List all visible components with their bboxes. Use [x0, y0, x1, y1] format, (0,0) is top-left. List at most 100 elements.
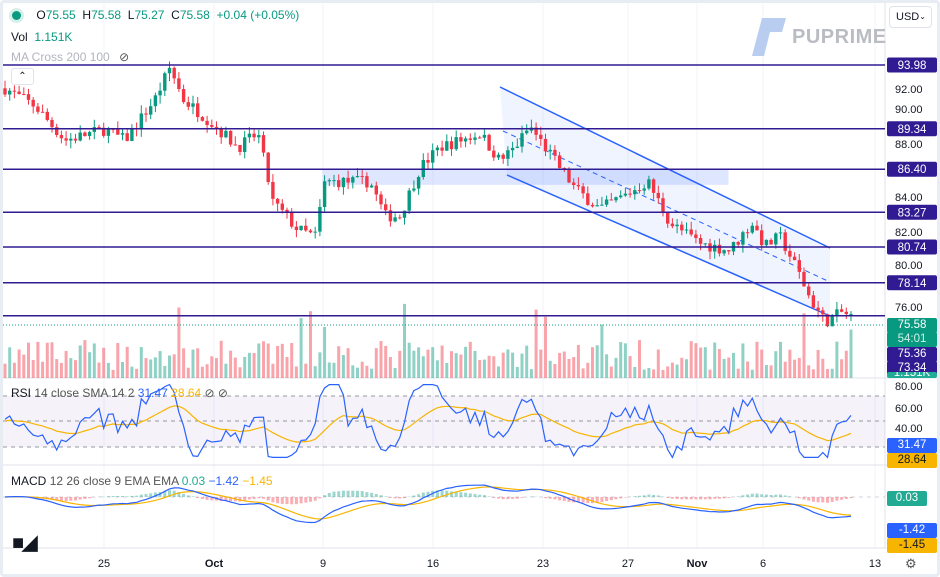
- candle-body: [821, 310, 825, 315]
- volume-bar: [581, 368, 585, 378]
- candle-body: [454, 137, 458, 150]
- high-label: H: [82, 8, 92, 22]
- volume-bar: [3, 363, 7, 378]
- candle-body: [294, 226, 299, 230]
- macd-histogram-bar: [168, 490, 171, 497]
- candle-body: [463, 138, 468, 142]
- volume-bar: [717, 349, 721, 378]
- candle-body: [572, 182, 576, 186]
- candle-body: [807, 286, 811, 296]
- candle-body: [393, 217, 397, 222]
- macd-histogram-bar: [830, 497, 834, 502]
- volume-bar: [553, 364, 557, 378]
- macd-histogram-bar: [473, 494, 477, 497]
- volume-bar: [595, 345, 599, 378]
- settings-gear-icon[interactable]: ⚙: [905, 556, 917, 571]
- level-tag-label: 93.98: [898, 60, 927, 72]
- macd-histogram-bar: [576, 497, 580, 503]
- candle-body: [633, 190, 637, 195]
- candle-body: [619, 195, 623, 198]
- volume-bar: [779, 341, 782, 378]
- macd-histogram-bar: [567, 497, 571, 502]
- macd-histogram-bar: [229, 497, 233, 502]
- candle-body: [369, 185, 374, 188]
- macd-histogram-bar: [309, 497, 312, 502]
- volume-bar: [534, 309, 538, 378]
- macd-histogram-bar: [341, 490, 345, 497]
- macd-histogram-bar: [177, 491, 181, 497]
- macd-histogram-bar: [205, 497, 209, 500]
- volume-bar: [31, 360, 35, 378]
- macd-hist-tag: 0.03: [887, 491, 927, 506]
- candle-body: [703, 243, 707, 245]
- candle-body: [290, 213, 294, 227]
- volume-bar: [539, 349, 543, 378]
- candle-body: [69, 138, 73, 141]
- macd-histogram-bar: [388, 497, 392, 498]
- candle-body: [228, 130, 233, 145]
- volume-bar: [609, 366, 613, 378]
- macd-histogram-bar: [125, 496, 129, 497]
- volume-bar: [186, 367, 190, 378]
- macd-histogram-bar: [548, 497, 552, 499]
- volume-bar: [205, 364, 209, 378]
- candle-body: [398, 217, 402, 219]
- macd-histogram-bar: [468, 493, 472, 497]
- eye-hidden-icon[interactable]: ⊘: [119, 50, 130, 64]
- volume-bar: [628, 356, 632, 378]
- level-tag: [887, 161, 937, 177]
- macd-histogram-bar: [572, 497, 576, 503]
- candle-body: [308, 230, 313, 233]
- macd-histogram-bar: [252, 497, 256, 499]
- volume-bar: [168, 355, 171, 378]
- volume-bar: [388, 357, 392, 378]
- time-tick: 27: [621, 558, 635, 570]
- volume-bar: [224, 363, 228, 378]
- volume-bar: [440, 345, 444, 378]
- volume-bar: [121, 362, 124, 378]
- ma-cross-legend[interactable]: MA Cross 200 100 ⊘: [11, 50, 129, 64]
- volume-bar: [294, 366, 298, 378]
- candle-body: [83, 132, 87, 137]
- volume-bar: [78, 345, 82, 378]
- volume-bar: [797, 357, 801, 378]
- candle-body: [459, 137, 463, 142]
- currency-select[interactable]: USD ⌄: [889, 6, 932, 28]
- candle-body: [407, 190, 411, 211]
- rsi-sma-line: [4, 405, 852, 443]
- candle-body: [510, 147, 515, 151]
- macd-histogram-bar: [299, 497, 303, 504]
- candle-body: [684, 229, 689, 231]
- candle-body: [304, 225, 308, 231]
- macd-histogram-bar: [83, 497, 87, 499]
- candle-body: [487, 134, 491, 151]
- volume-bar: [623, 343, 627, 378]
- candle-body: [830, 315, 834, 327]
- macd-histogram-bar: [426, 491, 430, 497]
- volume-bar: [450, 351, 453, 378]
- macd-histogram-bar: [717, 497, 721, 499]
- volume-bar: [670, 362, 674, 378]
- macd-histogram-bar: [200, 497, 204, 499]
- collapse-legend-button[interactable]: ⌃: [11, 68, 34, 85]
- candle-body: [496, 154, 501, 158]
- volume-bar: [360, 361, 364, 378]
- macd-histogram-bar: [642, 495, 646, 497]
- macd-histogram-bar: [69, 497, 73, 501]
- volume-bar: [464, 346, 468, 378]
- level-tag-label: 80.74: [898, 242, 927, 254]
- candle-body: [449, 141, 454, 150]
- candle-body: [266, 152, 270, 182]
- volume-bar: [619, 342, 623, 378]
- candle-body: [651, 179, 656, 193]
- rsi-label: RSI: [11, 386, 32, 400]
- rsi-value: 31.47: [137, 386, 168, 400]
- high-value: 75.58: [91, 8, 122, 22]
- volume-bar: [17, 349, 21, 378]
- volume-bar: [468, 341, 472, 378]
- volume-bar: [487, 355, 491, 378]
- volume-bar: [74, 360, 77, 378]
- time-tick: 9: [319, 558, 327, 570]
- countdown-tag: 54:01: [887, 332, 937, 347]
